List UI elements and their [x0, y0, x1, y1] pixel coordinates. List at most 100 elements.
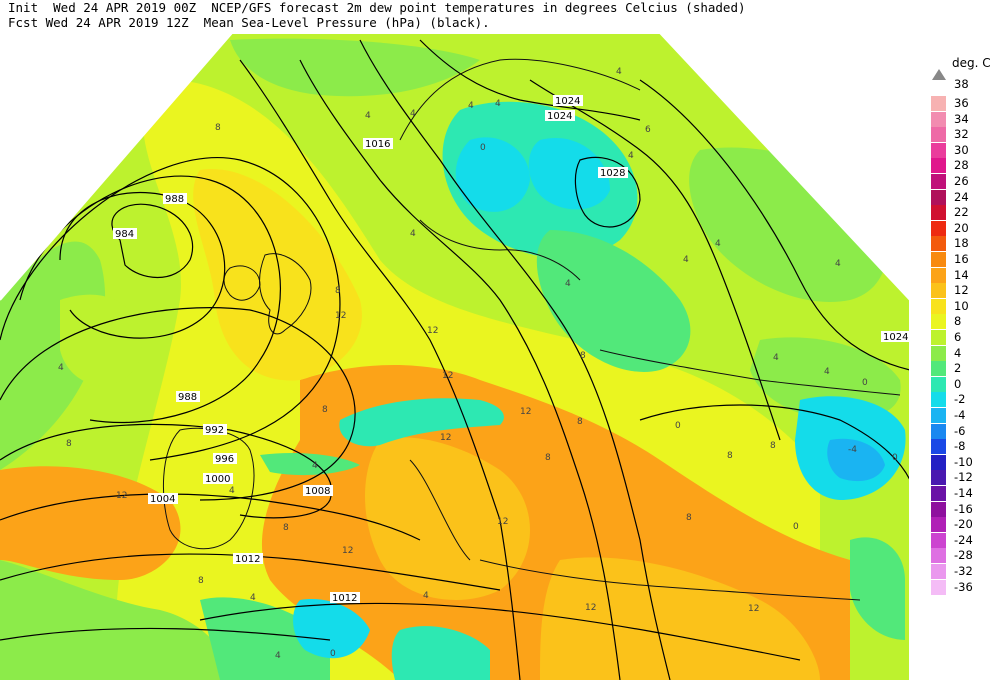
dewpoint-label: 12	[585, 603, 596, 613]
dewpoint-label: 12	[442, 371, 453, 381]
isobar-label-text: 1024	[547, 111, 572, 122]
legend-swatch	[931, 252, 946, 267]
legend-swatch	[931, 174, 946, 189]
legend-entry: -8	[931, 439, 997, 455]
legend-tick-label: 2	[954, 361, 962, 376]
isobar-label-text: 1012	[235, 554, 260, 565]
legend-tick-label: 8	[954, 314, 962, 329]
legend-swatch	[931, 96, 946, 111]
dewpoint-label: 4	[275, 651, 281, 661]
legend-unit-label: deg. C	[952, 56, 991, 70]
map-frame	[0, 32, 911, 680]
isobar-label-text: 984	[115, 229, 134, 240]
legend-swatch	[931, 501, 946, 517]
isobar-label: 1016	[363, 138, 393, 150]
dewpoint-label: 0	[793, 522, 799, 532]
dewpoint-label: 8	[322, 405, 328, 415]
legend-entry: 2	[931, 361, 997, 377]
legend-entry: 22	[931, 205, 997, 221]
dewpoint-label: 4	[495, 99, 501, 109]
isobar-label-text: 1008	[305, 486, 330, 497]
legend-swatch	[931, 486, 946, 501]
legend-swatch	[931, 392, 946, 408]
dewpoint-label: 4	[410, 229, 416, 239]
legend-entry: -20	[931, 517, 997, 533]
legend-swatch	[931, 439, 946, 455]
dewpoint-label: 8	[577, 417, 583, 427]
dewpoint-label: 4	[410, 109, 416, 119]
legend-swatch	[931, 111, 946, 127]
dewpoint-label: 8	[198, 576, 204, 586]
legend-swatch	[931, 579, 946, 595]
legend-swatch	[931, 314, 946, 330]
legend-entry: 16	[931, 252, 997, 267]
legend-tick-label: -8	[954, 439, 966, 454]
isobar-label-text: 988	[165, 194, 184, 205]
legend-tick-label: 24	[954, 189, 969, 204]
isobar-label: 1024	[553, 95, 583, 107]
header-init-line: Init Wed 24 APR 2019 00Z NCEP/GFS foreca…	[8, 0, 746, 15]
dewpoint-label: 0	[892, 453, 898, 463]
legend-entry: 10	[931, 298, 997, 314]
legend-tick-label: -20	[954, 517, 973, 532]
legend-swatch	[931, 267, 946, 283]
isobar-label: 1012	[330, 592, 360, 604]
legend-swatch	[931, 564, 946, 579]
isobar-labels: 984 988 988 992 996 1000 1004 1008 1012 …	[113, 95, 910, 604]
legend-tick-label: 34	[954, 111, 969, 126]
dewpoint-label: 0	[862, 378, 868, 388]
legend-swatch	[931, 423, 946, 439]
dewpoint-label: 8	[545, 453, 551, 463]
isobar-label-text: 1024	[883, 332, 908, 343]
dewpoint-label: 8	[66, 439, 72, 449]
legend-entry: -2	[931, 392, 997, 408]
dewpoint-label: 4	[229, 486, 235, 496]
legend-tick-label: 0	[954, 376, 962, 391]
legend-entry: 28	[931, 158, 997, 174]
legend-entry: -36	[931, 579, 997, 595]
dewpoint-label: 0	[675, 421, 681, 431]
legend-tick-label: 26	[954, 174, 969, 188]
legend-tick-label: 10	[954, 298, 969, 313]
legend-entry: -32	[931, 564, 997, 579]
legend-swatch	[931, 127, 946, 143]
dewpoint-label: 4	[715, 239, 721, 249]
legend-entry: -14	[931, 486, 997, 501]
dewpoint-label: 4	[565, 279, 571, 289]
dewpoint-shading	[0, 33, 910, 680]
legend-entry: -24	[931, 532, 997, 548]
dewpoint-label: 0	[330, 649, 336, 659]
legend-entry: 24	[931, 189, 997, 205]
legend-swatch	[931, 548, 946, 564]
dewpoint-label: 4	[250, 593, 256, 603]
legend-up-arrow-icon	[932, 69, 946, 80]
legend-tick-label: -28	[954, 548, 973, 563]
legend-entry: 4	[931, 345, 997, 361]
legend-entry: 20	[931, 220, 997, 236]
legend-tick-label: 12	[954, 283, 969, 298]
legend-swatch	[931, 189, 946, 205]
isobar-label: 1008	[303, 485, 333, 497]
isobar-label: 988	[163, 193, 187, 205]
isobar-label: 1028	[598, 167, 628, 179]
header-forecast-line: Fcst Wed 24 APR 2019 12Z Mean Sea-Level …	[8, 15, 490, 30]
legend-entry: -10	[931, 454, 997, 470]
isobar-label: 1012	[233, 553, 263, 565]
dewpoint-label: 0	[480, 143, 486, 153]
weather-map[interactable]: 984 988 988 992 996 1000 1004 1008 1012 …	[0, 0, 920, 680]
legend-entry: 6	[931, 330, 997, 345]
legend-swatch	[931, 408, 946, 423]
legend-tick-label: 22	[954, 205, 969, 220]
isobar-label: 996	[213, 453, 237, 465]
dewpoint-label: 12	[440, 433, 451, 443]
legend-entry: -28	[931, 548, 997, 564]
legend-entry: 18	[931, 236, 997, 252]
legend-tick-label: -4	[954, 408, 966, 422]
isobar-label-text: 1012	[332, 593, 357, 604]
legend-entry: 0	[931, 376, 997, 392]
color-legend: deg. C 38 36 34 32 30 28 26 24 22 20 18 16 14 12 10 8 6…	[926, 56, 1000, 616]
legend-entry: -4	[931, 408, 997, 423]
legend-tick-label: -14	[954, 486, 973, 500]
legend-swatch	[931, 376, 946, 392]
dewpoint-label: 4	[616, 67, 622, 77]
